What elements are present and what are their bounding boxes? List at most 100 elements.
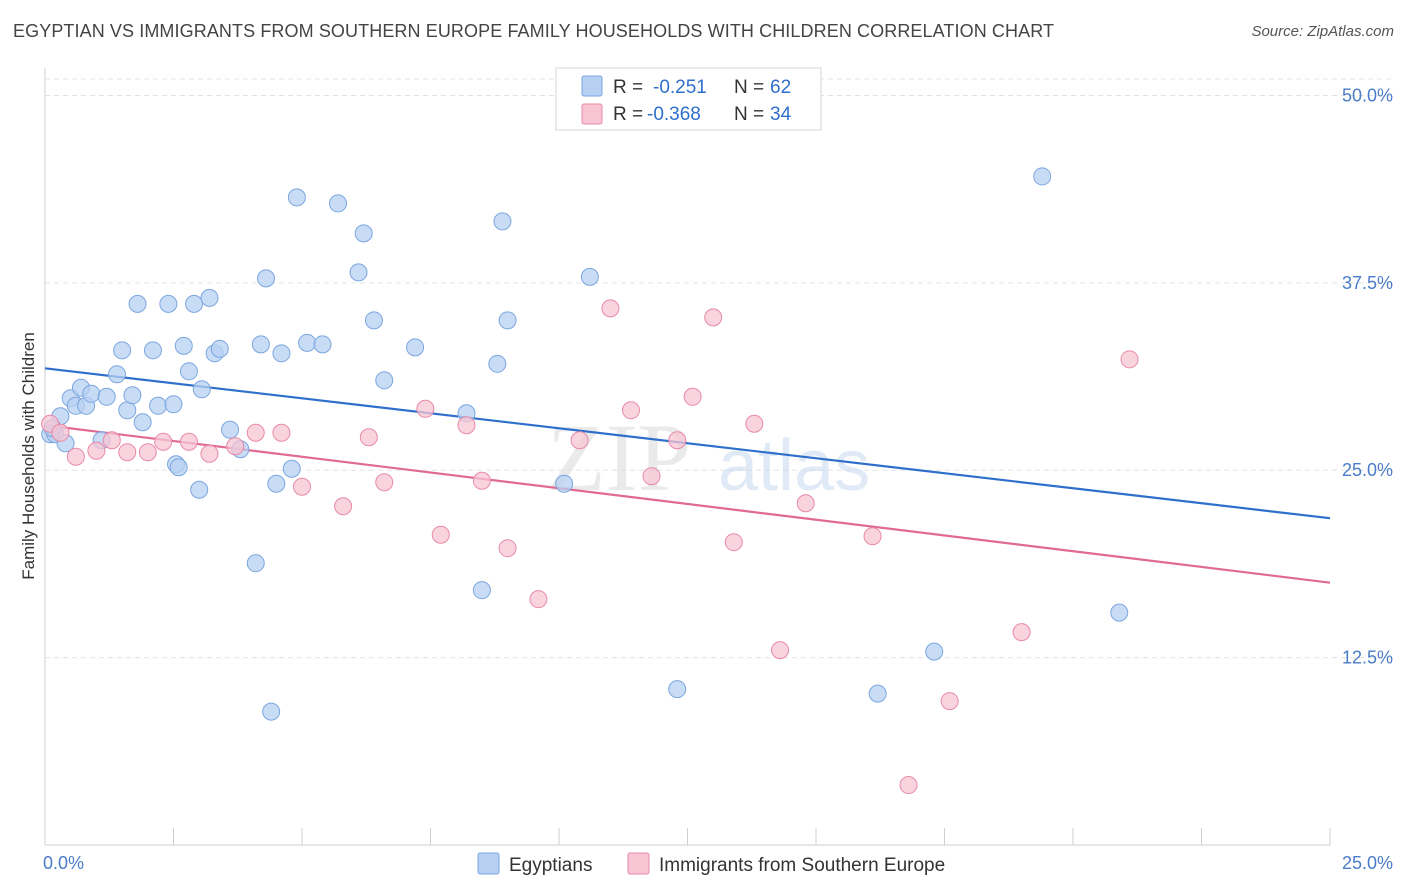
data-point bbox=[668, 680, 687, 699]
data-point bbox=[416, 399, 435, 418]
trend-lines bbox=[44, 367, 1331, 584]
data-point bbox=[282, 459, 301, 478]
data-point bbox=[1110, 603, 1129, 622]
data-point bbox=[251, 335, 270, 354]
data-point bbox=[87, 441, 106, 460]
data-point bbox=[1120, 350, 1139, 369]
data-point bbox=[293, 477, 311, 496]
data-point bbox=[179, 432, 198, 451]
data-point bbox=[210, 339, 229, 358]
data-point bbox=[431, 525, 450, 544]
legend-r-value: -0.368 bbox=[647, 104, 701, 125]
watermark: ZIP atlas bbox=[547, 404, 870, 511]
data-point bbox=[601, 299, 620, 318]
data-point bbox=[267, 474, 286, 493]
watermark-zip: ZIP bbox=[547, 404, 691, 511]
data-point bbox=[51, 423, 70, 442]
data-point bbox=[313, 335, 332, 354]
data-point bbox=[298, 333, 317, 352]
data-point bbox=[359, 428, 378, 447]
data-point bbox=[457, 416, 476, 435]
data-point bbox=[154, 432, 173, 451]
data-point bbox=[200, 288, 219, 307]
data-point bbox=[555, 474, 574, 493]
data-point bbox=[149, 396, 168, 415]
data-point bbox=[164, 395, 183, 414]
y-tick-label: 50.0% bbox=[1342, 85, 1393, 105]
watermark-atlas: atlas bbox=[718, 426, 870, 506]
data-point bbox=[375, 371, 394, 390]
data-point bbox=[97, 387, 116, 406]
data-point bbox=[925, 642, 944, 661]
y-tick-label: 37.5% bbox=[1342, 273, 1393, 293]
data-point bbox=[349, 263, 368, 282]
trend-line-immigrants bbox=[44, 424, 1331, 584]
data-point bbox=[118, 401, 137, 420]
data-point bbox=[364, 311, 383, 330]
correlation-legend: R = -0.251 N = 62 R = -0.368 N = 34 bbox=[555, 67, 822, 131]
bottom-legend-label-egyptians: Egyptians bbox=[509, 855, 592, 876]
data-point bbox=[472, 471, 491, 490]
grid-lines bbox=[45, 78, 1392, 659]
data-point bbox=[221, 420, 240, 439]
bottom-legend-label-immigrants: Immigrants from Southern Europe bbox=[659, 855, 945, 876]
data-point bbox=[246, 423, 265, 442]
source-credit: Source: ZipAtlas.com bbox=[1251, 23, 1394, 40]
data-point bbox=[406, 338, 425, 357]
data-point bbox=[192, 380, 211, 399]
chart-title: EGYPTIAN VS IMMIGRANTS FROM SOUTHERN EUR… bbox=[13, 21, 1055, 41]
data-point bbox=[262, 702, 281, 721]
legend-n-label: N = bbox=[734, 104, 764, 125]
y-tick-label: 12.5% bbox=[1342, 648, 1393, 668]
data-point bbox=[488, 354, 507, 373]
data-point bbox=[113, 341, 132, 360]
data-point bbox=[529, 590, 548, 609]
data-point bbox=[354, 224, 373, 243]
data-point bbox=[868, 684, 887, 703]
data-point bbox=[493, 212, 512, 231]
data-point bbox=[174, 336, 193, 355]
data-point bbox=[200, 444, 219, 463]
legend-swatch-egyptians bbox=[581, 75, 603, 97]
data-point bbox=[472, 581, 491, 600]
data-point bbox=[580, 267, 599, 286]
data-point bbox=[498, 539, 517, 558]
data-point bbox=[123, 386, 142, 405]
data-point bbox=[82, 384, 101, 403]
data-point bbox=[498, 311, 517, 330]
data-point bbox=[226, 437, 245, 456]
data-point bbox=[257, 269, 276, 288]
data-points bbox=[41, 167, 1139, 795]
legend-n-label: N = bbox=[734, 77, 764, 98]
legend-r-label: R = bbox=[613, 104, 643, 125]
data-point bbox=[704, 308, 723, 327]
data-point bbox=[899, 776, 918, 795]
series-immigrants bbox=[41, 299, 1139, 795]
data-point bbox=[179, 362, 198, 381]
data-point bbox=[107, 365, 126, 384]
data-point bbox=[128, 294, 147, 313]
data-point bbox=[133, 413, 152, 432]
data-point bbox=[570, 431, 589, 450]
data-point bbox=[863, 527, 882, 546]
data-point bbox=[1012, 623, 1031, 642]
bottom-legend-swatch-immigrants bbox=[627, 852, 650, 875]
data-point bbox=[745, 414, 764, 433]
bottom-legend-swatch-egyptians bbox=[477, 852, 500, 875]
y-tick-label: 25.0% bbox=[1342, 460, 1393, 480]
axes bbox=[44, 68, 1331, 846]
data-point bbox=[683, 387, 702, 406]
data-point bbox=[796, 494, 815, 513]
legend-r-label: R = bbox=[613, 77, 643, 98]
tick-labels: 12.5% 25.0% 37.5% 50.0% 0.0% 25.0% bbox=[43, 85, 1393, 873]
series-legend: Egyptians Immigrants from Southern Europ… bbox=[477, 852, 945, 876]
data-point bbox=[246, 554, 265, 573]
data-point bbox=[118, 443, 137, 462]
data-point bbox=[272, 423, 291, 442]
data-point bbox=[169, 458, 188, 477]
data-point bbox=[621, 401, 640, 420]
legend-n-value: 62 bbox=[770, 77, 791, 98]
data-point bbox=[272, 344, 291, 363]
legend-swatch-immigrants bbox=[581, 103, 603, 125]
